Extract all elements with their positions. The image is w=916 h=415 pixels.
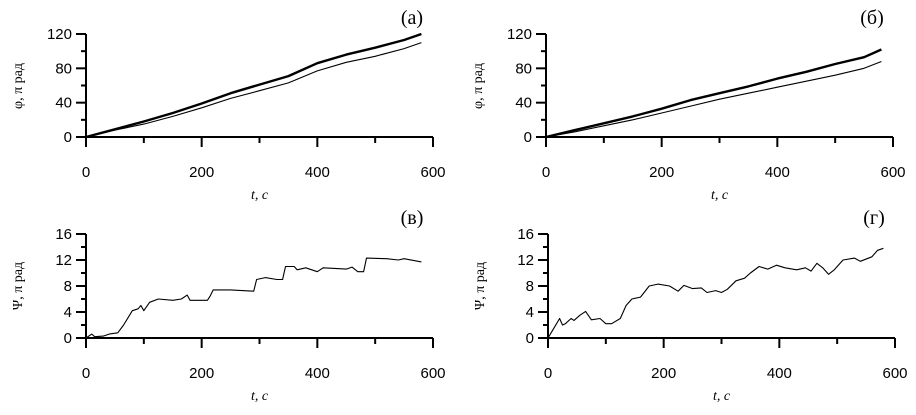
chart-panel-1: 0 200 400 600 0 40 80 120 t, c φ, π рад (б) bbox=[471, 7, 906, 203]
x-tick-label: 400 bbox=[305, 365, 330, 382]
y-tick-label: 16 bbox=[517, 226, 534, 243]
y-tick-label: 40 bbox=[515, 95, 532, 112]
chart-panel-0: 0 200 400 600 0 40 80 120 t, c φ, π рад (а) bbox=[11, 7, 446, 203]
x-tick-label: 0 bbox=[542, 164, 550, 181]
x-tick-label: 600 bbox=[882, 365, 907, 382]
y-tick-label: 12 bbox=[517, 252, 534, 269]
panel-label: (а) bbox=[401, 7, 423, 29]
y-axis-label: φ, π рад bbox=[471, 63, 486, 109]
series-line-thin bbox=[85, 42, 422, 138]
x-tick-label: 0 bbox=[82, 365, 90, 382]
x-tick-label: 600 bbox=[880, 164, 905, 181]
x-tick-label: 400 bbox=[765, 164, 790, 181]
y-tick-label: 4 bbox=[64, 304, 72, 321]
panel-label: (б) bbox=[860, 7, 884, 29]
x-tick-label: 200 bbox=[189, 164, 214, 181]
chart-panel-2: 0 200 400 600 0 4 8 12 16 t, c Ψ, π рад (в) bbox=[11, 207, 446, 404]
x-tick-label: 200 bbox=[649, 164, 674, 181]
y-tick-label: 8 bbox=[526, 278, 534, 295]
y-tick-label: 40 bbox=[55, 95, 72, 112]
series-line-thick bbox=[545, 48, 882, 139]
y-tick-label: 0 bbox=[64, 330, 72, 347]
y-axis-label: Ψ, π рад bbox=[473, 262, 488, 310]
y-tick-label: 4 bbox=[526, 304, 534, 321]
series-line-thick bbox=[85, 32, 422, 139]
x-axis-label: t, c bbox=[251, 188, 269, 203]
x-tick-label: 600 bbox=[420, 164, 445, 181]
x-axis-label: t, c bbox=[713, 389, 731, 404]
y-tick-label: 0 bbox=[64, 129, 72, 146]
y-tick-label: 16 bbox=[55, 226, 72, 243]
x-tick-label: 0 bbox=[544, 365, 552, 382]
panel-label: (в) bbox=[401, 207, 424, 229]
y-tick-label: 8 bbox=[64, 278, 72, 295]
x-tick-label: 400 bbox=[767, 365, 792, 382]
x-axis-label: t, c bbox=[711, 188, 729, 203]
x-tick-label: 600 bbox=[420, 365, 445, 382]
series-line-psi bbox=[547, 247, 884, 339]
x-tick-label: 200 bbox=[189, 365, 214, 382]
y-axis-label: Ψ, π рад bbox=[11, 262, 26, 310]
y-tick-label: 0 bbox=[526, 330, 534, 347]
y-tick-label: 12 bbox=[55, 252, 72, 269]
y-tick-label: 80 bbox=[515, 60, 532, 77]
y-tick-label: 120 bbox=[507, 26, 532, 43]
panel-label: (г) bbox=[863, 207, 885, 229]
y-axis-label: φ, π рад bbox=[11, 63, 26, 109]
x-tick-label: 200 bbox=[651, 365, 676, 382]
series-line-psi bbox=[85, 257, 422, 339]
y-tick-label: 80 bbox=[55, 60, 72, 77]
x-tick-label: 400 bbox=[305, 164, 330, 181]
chart-panel-3: 0 200 400 600 0 4 8 12 16 t, c Ψ, π рад (г) bbox=[473, 207, 908, 404]
series-line-thin bbox=[545, 60, 882, 138]
x-tick-label: 0 bbox=[82, 164, 90, 181]
y-tick-label: 120 bbox=[47, 26, 72, 43]
x-axis-label: t, c bbox=[251, 389, 269, 404]
y-tick-label: 0 bbox=[524, 129, 532, 146]
